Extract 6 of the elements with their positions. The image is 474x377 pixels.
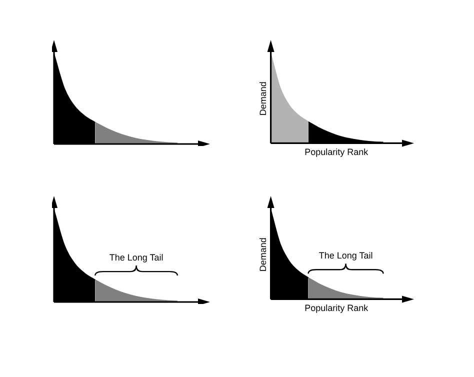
annotation: The Long Tail — [318, 250, 373, 261]
y-axis-title: Demand — [258, 82, 268, 116]
y-axis-title: Demand — [258, 238, 268, 272]
annotation: The Long Tail — [109, 252, 164, 263]
x-axis-title: Popularity Rank — [304, 303, 369, 314]
x-axis-title: Popularity Rank — [304, 147, 369, 158]
